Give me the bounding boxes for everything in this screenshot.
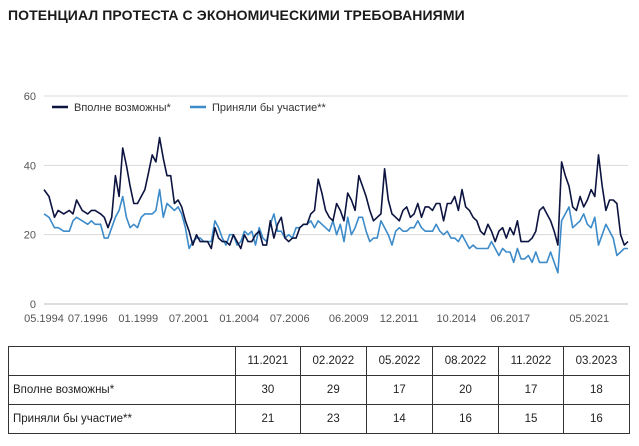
table-cell: 21 <box>235 404 301 434</box>
series-line-2 <box>43 188 628 274</box>
y-tick-label: 20 <box>24 230 36 242</box>
legend-label-1: Вполне возможны* <box>74 102 171 114</box>
table-cell: 17 <box>498 375 564 405</box>
table-cell: 23 <box>299 404 367 434</box>
table-row: Вполне возможны* 30 29 17 20 17 18 <box>8 375 631 405</box>
x-tick-label: 01.1999 <box>118 313 158 325</box>
y-tick-label: 0 <box>30 299 36 311</box>
legend: Вполне возможны* Приняли бы участие** <box>52 102 327 114</box>
chart-title: ПОТЕНЦИАЛ ПРОТЕСТА С ЭКОНОМИЧЕСКИМИ ТРЕБ… <box>8 7 465 23</box>
table-column-header: 02.2022 <box>299 346 367 376</box>
table-row: Приняли бы участие** 21 23 14 16 15 16 <box>8 404 631 434</box>
x-tick-label: 12.2011 <box>380 313 419 325</box>
data-table: 11.2021 02.2022 05.2022 08.2022 11.2022 … <box>8 346 631 434</box>
x-tick-label: 05.1994 <box>24 313 64 325</box>
x-tick-label: 07.2006 <box>270 313 310 325</box>
y-tick-label: 60 <box>24 91 36 103</box>
table-cell: 20 <box>431 375 500 405</box>
x-tick-label: 07.2001 <box>169 313 209 325</box>
x-tick-label: 07.1996 <box>68 313 108 325</box>
y-tick-label: 40 <box>24 160 36 172</box>
table-cell: 17 <box>365 375 433 405</box>
table-cell: 18 <box>562 375 631 405</box>
series-line-1 <box>43 136 629 250</box>
x-tick-label: 01.2004 <box>219 313 259 325</box>
table-column-header: 05.2022 <box>365 346 433 376</box>
y-tick-labels: 0 20 40 60 <box>24 91 36 311</box>
x-tick-labels: 05.1994 07.1996 01.1999 07.2001 01.2004 07.20… <box>24 313 609 325</box>
table-column-header: 08.2022 <box>431 346 500 376</box>
table-cell: 16 <box>562 404 631 434</box>
table-cell: 30 <box>235 375 301 405</box>
table-header-row: 11.2021 02.2022 05.2022 08.2022 11.2022 … <box>8 346 631 376</box>
grid-lines <box>44 95 628 305</box>
table-column-header: 11.2021 <box>235 346 301 376</box>
x-tick-label: 10.2014 <box>436 313 476 325</box>
x-tick-label: 06.2017 <box>490 313 530 325</box>
series-lines <box>43 136 629 274</box>
x-tick-label: 05.2021 <box>569 313 609 325</box>
table-cell: 15 <box>498 404 564 434</box>
table-column-header: 03.2023 <box>562 346 631 376</box>
table-row-label: Приняли бы участие** <box>8 404 236 434</box>
table-column-header: 11.2022 <box>498 346 564 376</box>
legend-label-2: Приняли бы участие** <box>212 102 327 114</box>
table-cell: 14 <box>365 404 433 434</box>
table-corner-cell <box>8 346 236 376</box>
table-cell: 16 <box>431 404 500 434</box>
x-tick-label: 06.2009 <box>329 313 369 325</box>
line-chart: 0 20 40 60 05.1994 07.1996 01.1999 07.2001 01.2… <box>24 91 629 325</box>
table-row-label: Вполне возможны* <box>8 375 236 405</box>
table-cell: 29 <box>299 375 367 405</box>
